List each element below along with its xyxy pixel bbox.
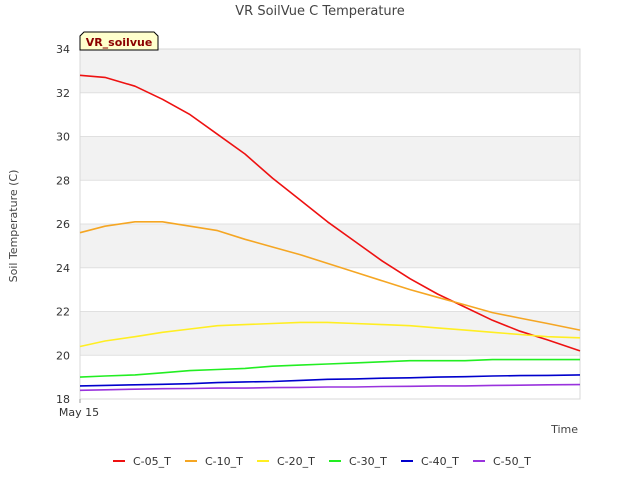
series-layer xyxy=(79,74,581,392)
y-tick-label: 32 xyxy=(56,87,70,100)
plot-band xyxy=(80,49,580,93)
series-line-c-40-t xyxy=(79,374,581,387)
y-tick-label: 18 xyxy=(56,393,70,406)
legend-label: C-50_T xyxy=(493,455,531,468)
legend-label: C-05_T xyxy=(133,455,171,468)
legend: C-05_T C-10_T C-20_T C-30_T C-40_T C-50_T xyxy=(113,455,531,468)
y-tick-label: 30 xyxy=(56,131,70,144)
legend-label: C-30_T xyxy=(349,455,387,468)
series-line-c-20-t xyxy=(79,321,581,348)
y-tick-labels: 18 20 22 24 26 28 30 32 34 xyxy=(56,43,70,406)
series-line-c-10-t xyxy=(79,221,581,331)
series-line-c-50-t xyxy=(79,383,581,392)
plot-band xyxy=(80,224,580,268)
plot-border xyxy=(79,48,581,400)
grid-lines xyxy=(79,48,581,400)
x-axis-label: Time xyxy=(550,423,578,436)
y-tick-label: 24 xyxy=(56,262,70,275)
chart-title: VR SoilVue C Temperature xyxy=(235,4,404,19)
y-axis-label: Soil Temperature (C) xyxy=(7,170,20,283)
y-tick-label: 34 xyxy=(56,43,70,56)
y-tick-label: 28 xyxy=(56,174,70,187)
series-line-c-05-t xyxy=(79,74,581,352)
station-badge: VR_soilvue xyxy=(79,31,159,51)
station-badge-label: VR_soilvue xyxy=(86,36,153,49)
legend-label: C-10_T xyxy=(205,455,243,468)
plot-band xyxy=(80,136,580,181)
station-badge-box xyxy=(79,31,159,51)
x-tick-labels: May 15 xyxy=(59,399,99,419)
legend-label: C-40_T xyxy=(421,455,459,468)
x-tick-label: May 15 xyxy=(59,406,99,419)
series-line-c-30-t xyxy=(79,358,580,378)
y-tick-label: 26 xyxy=(56,218,70,231)
y-tick-label: 22 xyxy=(56,306,70,319)
legend-label: C-20_T xyxy=(277,455,315,468)
y-tick-label: 20 xyxy=(56,349,70,362)
